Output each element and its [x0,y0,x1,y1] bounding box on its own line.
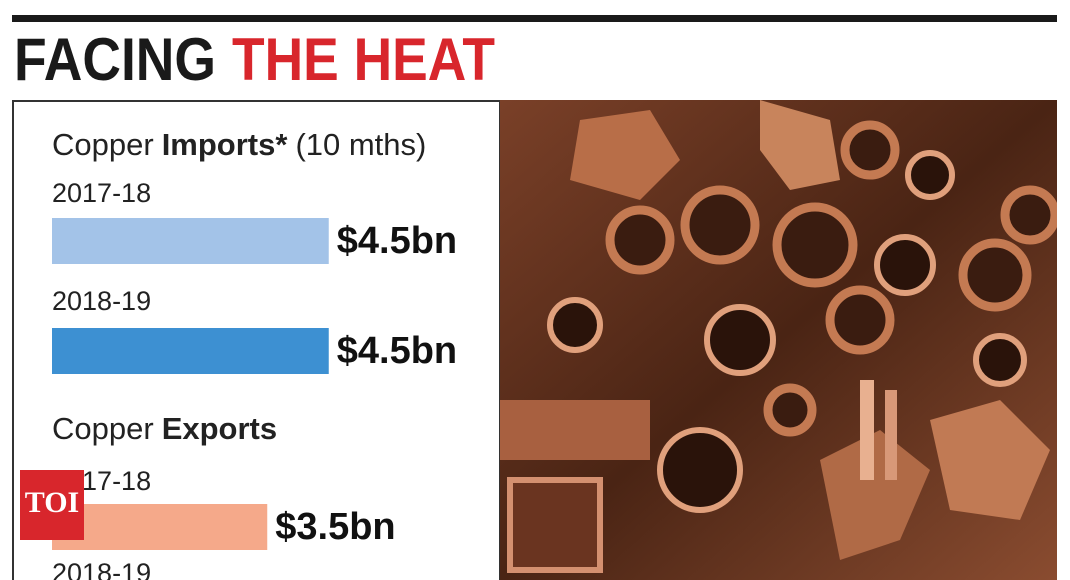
value-label: $4.5bn [337,220,457,262]
category-label: 2018-19 [52,558,151,580]
chart-title: Copper Exports [52,411,277,446]
title-black: FACING [14,26,216,93]
top-rule [12,15,1057,22]
title: Copper [52,127,154,162]
category-label: 2017-18 [52,178,151,208]
title-red: THE HEAT [232,26,495,93]
title-bold: Exports [162,411,277,446]
logo: TOI [25,486,79,519]
chart-title: Copper Imports* (10 mths) [52,127,426,162]
category-label: 2018-19 [52,286,151,316]
value-label: $3.5bn [275,506,395,548]
subtitle: (10 mths) [295,127,426,162]
title-bold: Imports* [162,127,289,162]
bar [52,328,329,374]
logo-box [20,470,84,540]
value-label: $4.5bn [337,330,457,372]
bar [52,218,329,264]
title: Copper [52,411,154,446]
bar [52,504,268,550]
copper-photo [500,100,1057,580]
